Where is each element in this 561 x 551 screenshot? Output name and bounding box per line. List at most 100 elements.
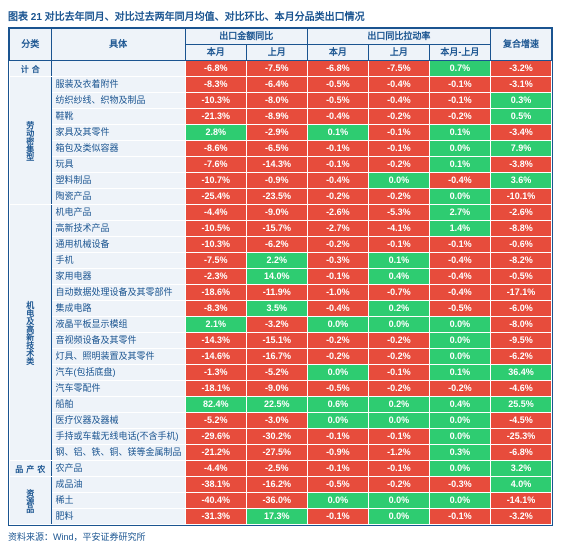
val-compound: -6.2% bbox=[490, 349, 551, 365]
header-pull-prev: 上月 bbox=[368, 45, 429, 61]
val-pull-diff: 2.7% bbox=[429, 205, 490, 221]
val-pull-cur: -0.2% bbox=[307, 237, 368, 253]
val-pull-cur: 0.0% bbox=[307, 365, 368, 381]
val-pull-cur: -0.5% bbox=[307, 477, 368, 493]
val-amt-prev: -0.9% bbox=[246, 173, 307, 189]
table-row: 汽车零配件-18.1%-9.0%-0.5%-0.2%-0.2%-4.6% bbox=[10, 381, 552, 397]
val-pull-cur: -2.6% bbox=[307, 205, 368, 221]
val-compound: -2.6% bbox=[490, 205, 551, 221]
val-compound: 3.6% bbox=[490, 173, 551, 189]
val-pull-prev: -0.2% bbox=[368, 477, 429, 493]
val-pull-prev: 0.1% bbox=[368, 253, 429, 269]
val-amt-cur: -10.5% bbox=[185, 221, 246, 237]
val-pull-prev: -5.3% bbox=[368, 205, 429, 221]
header-amount-group: 出口金额同比 bbox=[185, 29, 307, 45]
item-cell: 集成电路 bbox=[51, 301, 185, 317]
item-cell: 钢、铝、铁、铜、镁等金属制品 bbox=[51, 445, 185, 461]
item-cell: 汽车(包括底盘) bbox=[51, 365, 185, 381]
table-row: 灯具、照明装置及其零件-14.6%-16.7%-0.2%-0.2%0.0%-6.… bbox=[10, 349, 552, 365]
val-compound: 36.4% bbox=[490, 365, 551, 381]
val-amt-prev: 3.5% bbox=[246, 301, 307, 317]
val-amt-cur: -4.4% bbox=[185, 461, 246, 477]
item-cell: 液晶平板显示模组 bbox=[51, 317, 185, 333]
table-row: 汽车(包括底盘)-1.3%-5.2%0.0%-0.1%0.1%36.4% bbox=[10, 365, 552, 381]
val-pull-prev: -0.1% bbox=[368, 461, 429, 477]
val-pull-diff: 0.0% bbox=[429, 461, 490, 477]
export-table: 分类 具体 出口金额同比 出口同比拉动率 复合增速 本月 上月 本月 上月 本月… bbox=[9, 28, 552, 525]
val-pull-cur: 0.0% bbox=[307, 493, 368, 509]
chart-title: 图表 21 对比去年同月、对比过去两年同月均值、对比环比、本月分品类出口情况 bbox=[8, 8, 553, 23]
val-amt-prev: -6.2% bbox=[246, 237, 307, 253]
val-compound: -8.2% bbox=[490, 253, 551, 269]
val-compound: -0.5% bbox=[490, 269, 551, 285]
item-cell: 医疗仪器及器械 bbox=[51, 413, 185, 429]
val-pull-cur: 0.6% bbox=[307, 397, 368, 413]
header-compound: 复合增速 bbox=[490, 29, 551, 61]
val-amt-cur: -25.4% bbox=[185, 189, 246, 205]
val-pull-cur: -0.2% bbox=[307, 349, 368, 365]
val-pull-diff: -0.4% bbox=[429, 173, 490, 189]
category-cell: 劳动密集型 bbox=[10, 77, 52, 205]
val-pull-diff: 0.0% bbox=[429, 189, 490, 205]
table-row: 纺织纱线、织物及制品-10.3%-8.0%-0.5%-0.4%-0.1%0.3% bbox=[10, 93, 552, 109]
item-cell: 肥料 bbox=[51, 509, 185, 525]
item-cell: 农产品 bbox=[51, 461, 185, 477]
val-pull-prev: -0.4% bbox=[368, 77, 429, 93]
val-amt-cur: -40.4% bbox=[185, 493, 246, 509]
table-row: 肥料-31.3%17.3%-0.1%0.0%-0.1%-3.2% bbox=[10, 509, 552, 525]
table-row: 农产品农产品-4.4%-2.5%-0.1%-0.1%0.0%3.2% bbox=[10, 461, 552, 477]
table-row: 钢、铝、铁、铜、镁等金属制品-21.2%-27.5%-0.9%-1.2%0.3%… bbox=[10, 445, 552, 461]
val-amt-cur: -21.2% bbox=[185, 445, 246, 461]
val-pull-diff: -0.4% bbox=[429, 285, 490, 301]
val-pull-prev: -0.4% bbox=[368, 93, 429, 109]
val-pull-prev: 0.0% bbox=[368, 173, 429, 189]
val-pull-diff: -0.2% bbox=[429, 109, 490, 125]
item-cell: 服装及衣着附件 bbox=[51, 77, 185, 93]
val-amt-prev: 17.3% bbox=[246, 509, 307, 525]
val-pull-cur: -0.1% bbox=[307, 461, 368, 477]
val-pull-cur: -0.1% bbox=[307, 509, 368, 525]
val-pull-cur: -0.2% bbox=[307, 189, 368, 205]
item-cell: 汽车零配件 bbox=[51, 381, 185, 397]
table-row: 陶瓷产品-25.4%-23.5%-0.2%-0.2%0.0%-10.1% bbox=[10, 189, 552, 205]
val-amt-prev: -3.0% bbox=[246, 413, 307, 429]
val-pull-diff: 0.0% bbox=[429, 333, 490, 349]
table-row: 家用电器-2.3%14.0%-0.1%0.4%-0.4%-0.5% bbox=[10, 269, 552, 285]
data-source: 资料来源：Wind，平安证券研究所 bbox=[8, 530, 553, 543]
val-amt-prev: -27.5% bbox=[246, 445, 307, 461]
val-amt-cur: -5.2% bbox=[185, 413, 246, 429]
val-amt-cur: -8.6% bbox=[185, 141, 246, 157]
val-amt-prev: -7.5% bbox=[246, 61, 307, 77]
val-amt-prev: -2.5% bbox=[246, 461, 307, 477]
val-amt-cur: -1.3% bbox=[185, 365, 246, 381]
val-pull-diff: -0.1% bbox=[429, 509, 490, 525]
table-row: 箱包及类似容器-8.6%-6.5%-0.1%-0.1%0.0%7.9% bbox=[10, 141, 552, 157]
val-pull-diff: 0.3% bbox=[429, 445, 490, 461]
val-amt-prev: -8.0% bbox=[246, 93, 307, 109]
val-amt-prev: -15.7% bbox=[246, 221, 307, 237]
val-amt-cur: -10.3% bbox=[185, 93, 246, 109]
val-pull-cur: -0.5% bbox=[307, 77, 368, 93]
val-amt-prev: -16.2% bbox=[246, 477, 307, 493]
val-pull-prev: -0.2% bbox=[368, 109, 429, 125]
table-row: 稀土-40.4%-36.0%0.0%0.0%0.0%-14.1% bbox=[10, 493, 552, 509]
val-amt-prev: 22.5% bbox=[246, 397, 307, 413]
val-compound: -6.8% bbox=[490, 445, 551, 461]
item-cell: 塑料制品 bbox=[51, 173, 185, 189]
val-pull-prev: -1.2% bbox=[368, 445, 429, 461]
table-row: 玩具-7.6%-14.3%-0.1%-0.2%0.1%-3.8% bbox=[10, 157, 552, 173]
table-row: 家具及其零件2.8%-2.9%0.1%-0.1%0.1%-3.4% bbox=[10, 125, 552, 141]
val-compound: 25.5% bbox=[490, 397, 551, 413]
val-pull-diff: -0.1% bbox=[429, 237, 490, 253]
val-pull-cur: -0.4% bbox=[307, 109, 368, 125]
val-compound: -25.3% bbox=[490, 429, 551, 445]
val-pull-prev: -0.1% bbox=[368, 365, 429, 381]
val-pull-cur: -0.5% bbox=[307, 381, 368, 397]
val-pull-cur: -0.4% bbox=[307, 173, 368, 189]
val-amt-cur: -10.3% bbox=[185, 237, 246, 253]
val-amt-prev: -9.0% bbox=[246, 381, 307, 397]
val-pull-diff: 0.0% bbox=[429, 493, 490, 509]
category-cell: 资源品 bbox=[10, 477, 52, 525]
val-pull-prev: 0.0% bbox=[368, 413, 429, 429]
val-pull-prev: -0.2% bbox=[368, 189, 429, 205]
